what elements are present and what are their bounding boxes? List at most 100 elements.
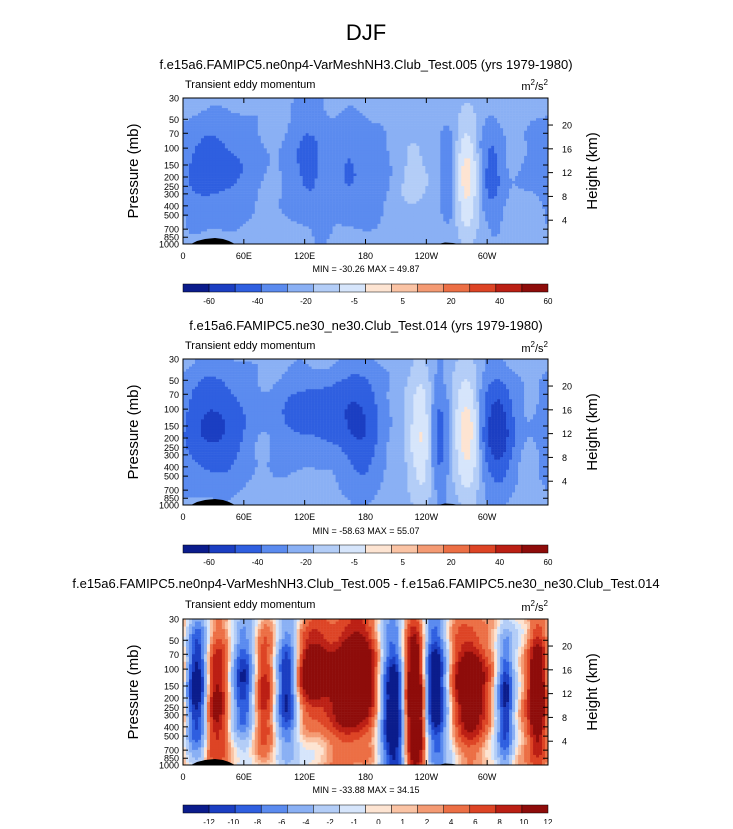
contour-cell bbox=[530, 100, 534, 104]
contour-cell bbox=[311, 181, 315, 184]
contour-cell bbox=[221, 98, 226, 101]
contour-cell bbox=[233, 198, 238, 202]
contour-cell bbox=[314, 198, 318, 202]
contour-cell bbox=[401, 123, 405, 126]
contour-cell bbox=[479, 148, 483, 152]
contour-cell bbox=[272, 196, 276, 199]
contour-cell bbox=[464, 148, 468, 152]
contour-cell bbox=[272, 130, 276, 134]
contour-cell bbox=[458, 138, 462, 142]
contour-cell bbox=[455, 168, 459, 172]
contour-cell bbox=[428, 198, 432, 202]
contour-cell bbox=[386, 115, 390, 119]
contour-cell bbox=[401, 186, 405, 189]
contour-cell bbox=[275, 138, 279, 142]
contour-cell bbox=[218, 183, 223, 187]
contour-cell bbox=[183, 100, 187, 104]
contour-cell bbox=[203, 125, 208, 129]
contour-cell bbox=[347, 108, 351, 111]
contour-cell bbox=[314, 160, 318, 164]
contour-cell bbox=[206, 135, 211, 139]
contour-cell bbox=[206, 191, 211, 194]
contour-cell bbox=[278, 168, 282, 172]
contour-cell bbox=[281, 103, 285, 106]
contour-cell bbox=[320, 138, 324, 142]
contour-cell bbox=[440, 145, 444, 149]
contour-cell bbox=[203, 98, 208, 101]
contour-cell bbox=[437, 173, 441, 177]
contour-cell bbox=[251, 191, 256, 194]
contour-cell bbox=[191, 158, 196, 162]
contour-cell bbox=[197, 176, 202, 179]
contour-cell bbox=[470, 198, 474, 202]
contour-cell bbox=[299, 108, 303, 111]
contour-cell bbox=[491, 191, 495, 194]
contour-cell bbox=[344, 125, 348, 129]
contour-cell bbox=[320, 155, 324, 159]
contour-cell bbox=[323, 108, 327, 111]
contour-cell bbox=[236, 115, 241, 119]
contour-cell bbox=[440, 103, 444, 106]
contour-cell bbox=[209, 130, 214, 134]
contour-cell bbox=[281, 98, 285, 101]
contour-cell bbox=[395, 186, 399, 189]
contour-cell bbox=[224, 140, 229, 144]
contour-cell bbox=[428, 163, 432, 167]
contour-cell bbox=[371, 118, 375, 121]
contour-cell bbox=[272, 176, 276, 179]
contour-cell bbox=[227, 103, 232, 106]
contour-cell bbox=[380, 108, 384, 111]
contour-cell bbox=[212, 133, 217, 137]
contour-cell bbox=[521, 115, 525, 119]
contour-cell bbox=[515, 176, 519, 179]
contour-cell bbox=[482, 181, 486, 184]
contour-cell bbox=[347, 130, 351, 134]
contour-cell bbox=[464, 118, 468, 121]
contour-cell bbox=[437, 128, 441, 131]
contour-cell bbox=[506, 120, 510, 124]
contour-cell bbox=[386, 128, 390, 131]
contour-cell bbox=[407, 198, 411, 202]
contour-cell bbox=[183, 168, 187, 172]
contour-cell bbox=[281, 135, 285, 139]
contour-cell bbox=[461, 143, 465, 147]
contour-cell bbox=[458, 140, 462, 144]
contour-cell bbox=[386, 163, 390, 167]
contour-cell bbox=[488, 155, 492, 159]
contour-cell bbox=[443, 110, 447, 114]
contour-cell bbox=[419, 160, 423, 164]
contour-cell bbox=[218, 98, 223, 101]
contour-cell bbox=[539, 160, 543, 164]
contour-cell bbox=[395, 188, 399, 192]
contour-cell bbox=[512, 148, 516, 152]
contour-cell bbox=[185, 171, 190, 174]
contour-cell bbox=[473, 115, 477, 119]
contour-cell bbox=[284, 103, 288, 106]
contour-cell bbox=[251, 123, 256, 126]
contour-cell bbox=[389, 155, 393, 159]
contour-cell bbox=[251, 198, 256, 202]
contour-cell bbox=[197, 103, 202, 106]
contour-cell bbox=[302, 133, 306, 137]
contour-cell bbox=[350, 133, 354, 137]
contour-cell bbox=[185, 128, 190, 131]
contour-cell bbox=[350, 140, 354, 144]
contour-cell bbox=[545, 155, 548, 159]
contour-cell bbox=[230, 198, 235, 202]
contour-cell bbox=[533, 176, 537, 179]
contour-cell bbox=[440, 110, 444, 114]
contour-cell bbox=[260, 98, 265, 101]
contour-cell bbox=[320, 183, 324, 187]
contour-cell bbox=[485, 113, 489, 116]
contour-cell bbox=[308, 108, 312, 111]
contour-cell bbox=[308, 125, 312, 129]
contour-cell bbox=[533, 193, 537, 197]
contour-cell bbox=[437, 148, 441, 152]
contour-cell bbox=[464, 188, 468, 192]
contour-cell bbox=[446, 128, 450, 131]
contour-cell bbox=[464, 183, 468, 187]
contour-cell bbox=[542, 120, 546, 124]
contour-cell bbox=[251, 158, 256, 162]
contour-cell bbox=[542, 186, 546, 189]
contour-cell bbox=[530, 176, 534, 179]
